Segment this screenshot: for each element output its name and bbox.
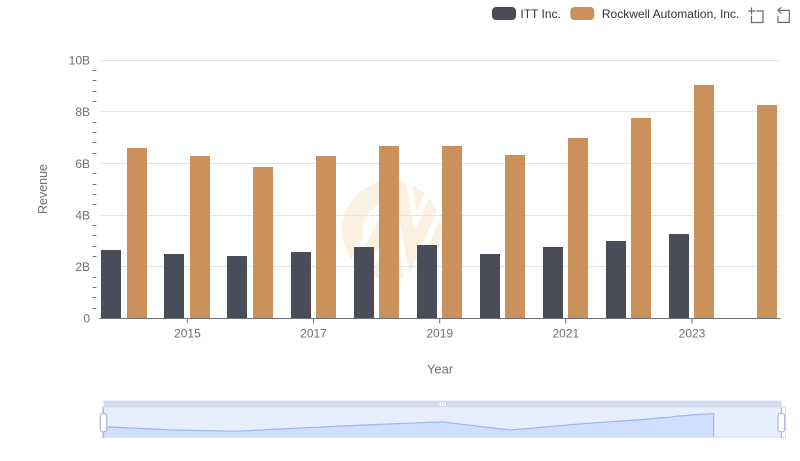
svg-text:2017: 2017	[300, 327, 327, 341]
svg-text:2019: 2019	[426, 327, 453, 341]
svg-text:6B: 6B	[75, 157, 90, 171]
svg-text:8B: 8B	[75, 105, 90, 119]
svg-text:Year: Year	[427, 362, 454, 377]
svg-text:Rockwell Automation, Inc.: Rockwell Automation, Inc.	[602, 7, 739, 21]
svg-text:4B: 4B	[75, 208, 90, 222]
svg-text:2015: 2015	[174, 327, 201, 341]
svg-text:ITT Inc.: ITT Inc.	[520, 7, 560, 21]
svg-text:2021: 2021	[552, 327, 579, 341]
svg-text:2023: 2023	[679, 327, 706, 341]
svg-text:10B: 10B	[69, 54, 90, 68]
svg-text:Revenue: Revenue	[36, 164, 50, 214]
svg-text:2B: 2B	[75, 260, 90, 274]
svg-text:0: 0	[83, 312, 90, 326]
